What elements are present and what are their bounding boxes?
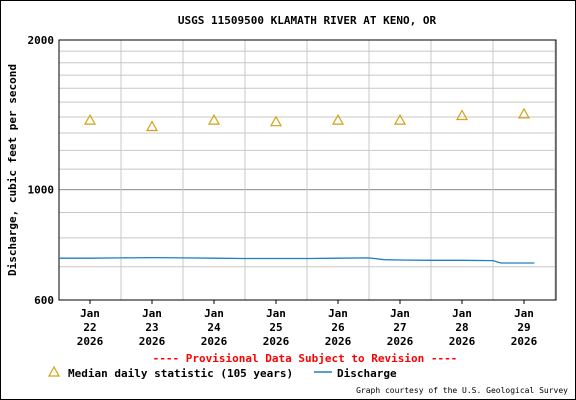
x-tick-label: 2026 — [263, 335, 290, 348]
x-tick-label: 27 — [393, 321, 406, 334]
median-marker — [517, 107, 531, 119]
credit-text: Graph courtesy of the U.S. Geological Su… — [356, 386, 568, 395]
plot-area-border — [58, 39, 557, 301]
x-tick-label: Jan — [328, 307, 348, 320]
legend-median-label: Median daily statistic (105 years) — [68, 367, 293, 380]
x-tick-label: 25 — [269, 321, 282, 334]
x-tick-label: 28 — [455, 321, 468, 334]
median-marker — [145, 120, 159, 132]
provisional-notice: ---- Provisional Data Subject to Revisio… — [153, 352, 458, 365]
x-tick-label: Jan — [80, 307, 100, 320]
x-tick-label: 2026 — [139, 335, 166, 348]
y-tick-label: 1000 — [28, 184, 55, 197]
x-tick-label: 2026 — [77, 335, 104, 348]
series-layer — [59, 107, 535, 264]
x-tick-label: Jan — [452, 307, 472, 320]
legend-discharge-label: Discharge — [337, 367, 397, 380]
median-marker — [83, 113, 97, 125]
y-tick-label: 2000 — [28, 34, 55, 47]
legend: Median daily statistic (105 years) Disch… — [47, 365, 397, 380]
y-tick-label: 600 — [34, 294, 54, 307]
median-marker — [331, 113, 345, 125]
x-tick-label: 2026 — [387, 335, 414, 348]
x-tick-label: 23 — [145, 321, 158, 334]
median-marker — [269, 115, 283, 127]
x-tick-label: 26 — [331, 321, 345, 334]
x-tick-label: Jan — [390, 307, 410, 320]
x-tick-label: 2026 — [325, 335, 352, 348]
x-tick-label: 2026 — [449, 335, 476, 348]
x-tick-label: Jan — [266, 307, 286, 320]
x-tick-label: Jan — [142, 307, 162, 320]
chart-title: USGS 11509500 KLAMATH RIVER AT KENO, OR — [178, 14, 437, 27]
y-axis-label: Discharge, cubic feet per second — [6, 64, 19, 276]
y-axis-ticks: 600 1000 2000 — [28, 34, 55, 307]
x-tick-label: Jan — [514, 307, 534, 320]
median-marker — [207, 113, 221, 125]
median-marker — [393, 113, 407, 125]
x-axis-ticks: Jan222026Jan232026Jan242026Jan252026Jan2… — [77, 300, 538, 348]
discharge-line — [59, 256, 535, 264]
x-tick-label: 2026 — [201, 335, 228, 348]
legend-median-triangle-icon — [47, 365, 61, 377]
x-tick-label: 22 — [83, 321, 96, 334]
x-tick-label: 24 — [207, 321, 221, 334]
x-tick-label: Jan — [204, 307, 224, 320]
x-tick-label: 2026 — [511, 335, 538, 348]
x-tick-label: 29 — [517, 321, 530, 334]
grid-lines — [59, 40, 556, 300]
median-marker — [455, 109, 469, 121]
